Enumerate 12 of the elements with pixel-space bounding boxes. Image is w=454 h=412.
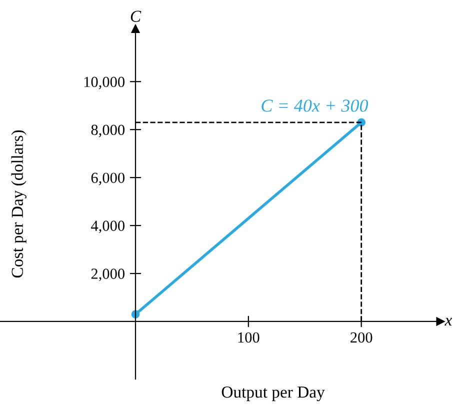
y-axis-title: Cost per Day (dollars) — [11, 130, 26, 278]
y-tick-label: 6,000 — [91, 172, 124, 186]
x-axis-title: Output per Day — [222, 386, 325, 402]
y-tick-label: 4,000 — [91, 220, 124, 234]
text: x — [444, 318, 452, 326]
annotation: C = 40x + 300 — [262, 100, 368, 112]
y-tick-label: 10,000 — [84, 76, 124, 90]
text: C — [130, 10, 142, 22]
y-tick-label: 2,000 — [91, 268, 124, 282]
x-tick-label: 200 — [350, 332, 372, 343]
y-tick-label: 8,000 — [91, 124, 124, 138]
x-tick-label: 100 — [238, 332, 260, 343]
